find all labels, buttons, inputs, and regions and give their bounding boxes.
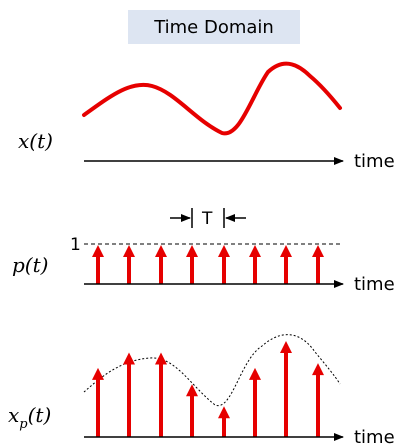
axis-label-3: time: [354, 427, 395, 446]
impulse-8-head: [312, 245, 324, 257]
sample-impulses: [92, 341, 324, 437]
impulse-1-head: [92, 245, 104, 257]
impulse-train: [92, 245, 324, 284]
amplitude-label: 1: [70, 235, 81, 255]
sample-1-head: [92, 367, 104, 380]
sample-6-head: [249, 367, 261, 380]
axis-label-1: time: [354, 151, 395, 172]
impulse-7-head: [280, 245, 292, 257]
title: Time Domain: [154, 16, 274, 38]
sample-3-head: [155, 352, 167, 365]
signal-label-p: p(t): [12, 253, 48, 277]
sample-4-head: [186, 384, 198, 397]
row-xp-signal: time xp(t): [8, 334, 395, 446]
sample-5-head: [218, 406, 230, 419]
sample-8-head: [312, 363, 324, 376]
signal-label-xp: xp(t): [8, 403, 51, 432]
sample-2-head: [123, 352, 135, 365]
period-label: T: [201, 209, 213, 229]
impulse-5-head: [218, 245, 230, 257]
impulse-2-head: [123, 245, 135, 257]
signal-label-x: x(t): [18, 129, 53, 153]
continuous-signal-curve: [82, 61, 342, 136]
row-p-signal: T 1 time p(t): [12, 208, 395, 295]
impulse-3-head: [155, 245, 167, 257]
envelope-dotted-curve: [83, 334, 341, 406]
title-box: Time Domain: [128, 10, 300, 44]
axis-label-2: time: [354, 274, 395, 295]
row-x-signal: time x(t): [18, 61, 395, 172]
impulse-6-head: [249, 245, 261, 257]
sample-7-head: [280, 341, 292, 353]
impulse-4-head: [186, 245, 198, 257]
